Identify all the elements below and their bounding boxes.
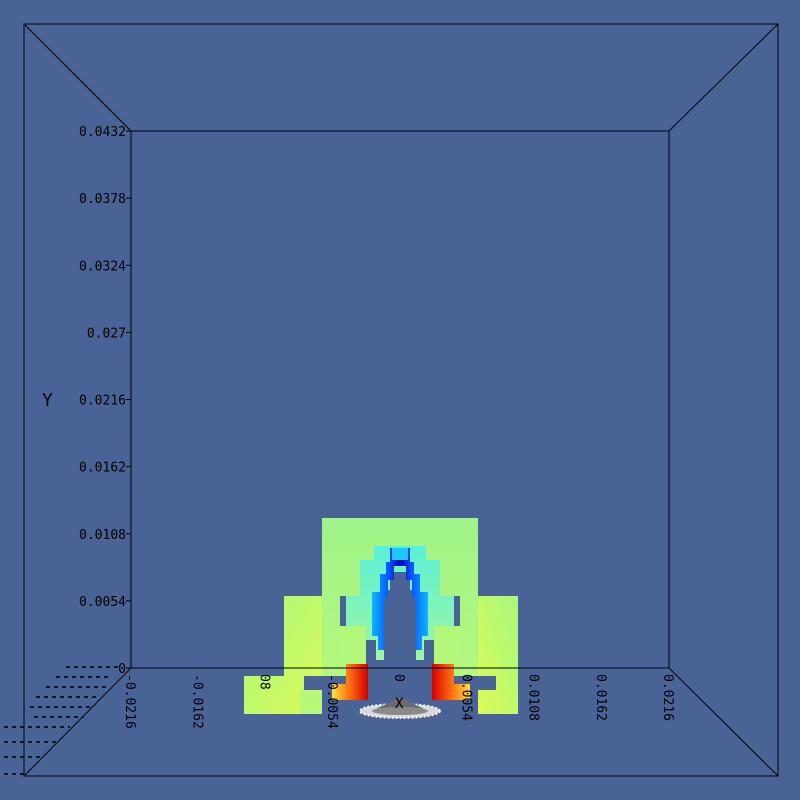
field-shoulder-left bbox=[340, 626, 366, 676]
y-tick-label: 0.0162 bbox=[79, 461, 126, 476]
field-left-flank bbox=[244, 596, 322, 714]
x-tick-label: 0.0162 bbox=[593, 674, 608, 721]
x-tick-labels: -0.0216 -0.0162 08 -0.0054 0 0.0054 0.0108 0.01… bbox=[122, 674, 675, 729]
x-axis: X -0.0216 -0.0162 08 -0.0054 0 0.0054 0.0108 0.… bbox=[122, 667, 675, 729]
y-tick-labels: 0 0.0054 0.0108 0.0162 0.0216 0.027 0.0324 0.03… bbox=[79, 125, 131, 677]
y-axis-title: Y bbox=[42, 390, 53, 411]
field-core-left bbox=[372, 548, 400, 650]
field-right-flank bbox=[478, 596, 518, 714]
x-tick-label: -0.0216 bbox=[122, 674, 137, 729]
x-tick-label: 0.0216 bbox=[660, 674, 675, 721]
x-axis-title: X bbox=[395, 696, 404, 712]
y-tick-label: 0.0324 bbox=[79, 259, 126, 274]
y-tick-label: 0.0054 bbox=[79, 595, 126, 610]
x-tick-label: 0.0108 bbox=[526, 674, 541, 721]
y-tick-label: 0.0216 bbox=[79, 394, 126, 409]
field-hot-left bbox=[332, 664, 368, 700]
y-tick-label: 0.0108 bbox=[79, 528, 126, 543]
x-tick-label: -0.0054 bbox=[324, 674, 339, 729]
y-tick-label: 0.0432 bbox=[79, 125, 126, 140]
y-axis: Y 0 0.0054 0.0108 0.0162 0.0216 0.027 0.0324 0.… bbox=[42, 125, 132, 677]
emitter-cone-icon bbox=[359, 697, 441, 719]
y-tick-label: 0.0378 bbox=[79, 192, 126, 207]
y-tick-label: 0.027 bbox=[87, 326, 126, 341]
y-tick-label: 0 bbox=[118, 662, 126, 677]
field-hot-right bbox=[432, 664, 470, 700]
field-shoulder-right bbox=[434, 626, 460, 676]
x-tick-label: 0 bbox=[391, 674, 406, 682]
x-tick-label: 08 bbox=[257, 674, 272, 690]
field-core-right bbox=[400, 548, 428, 650]
x-tick-label: 0.0054 bbox=[458, 674, 473, 721]
z-axis-ticks bbox=[4, 666, 118, 775]
scalar-field bbox=[244, 518, 518, 714]
bounding-box bbox=[23, 23, 779, 777]
x-tick-label: -0.0162 bbox=[189, 674, 204, 729]
field-core-tip bbox=[392, 548, 408, 560]
